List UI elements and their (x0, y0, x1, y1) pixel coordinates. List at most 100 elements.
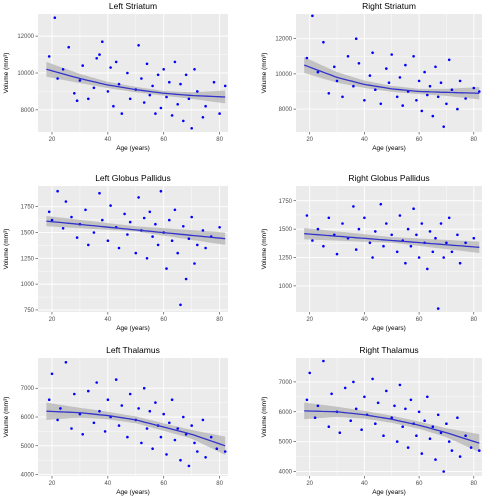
data-point (379, 202, 383, 206)
y-tick-label: 8000 (279, 107, 293, 113)
data-point (56, 77, 59, 80)
data-point (458, 261, 462, 265)
panel-title: Right Striatum (362, 1, 416, 11)
data-point (106, 398, 110, 402)
data-point (47, 55, 51, 58)
fit-line (46, 410, 226, 447)
data-point (218, 112, 221, 115)
x-axis-label: Age (years) (372, 325, 406, 332)
y-tick-label: 1500 (279, 227, 293, 233)
panel-3: 20 40 60 80 750 1000 1250 1500 1750 Left Globus P… (3, 173, 228, 332)
data-point (439, 222, 443, 225)
x-tick-label: 80 (470, 481, 477, 487)
x-tick-label: 80 (216, 317, 223, 323)
x-tick-label: 20 (49, 317, 56, 323)
y-tick-label: 1750 (279, 199, 293, 205)
data-point (218, 226, 221, 229)
data-point (168, 80, 171, 84)
data-point (316, 227, 320, 231)
data-point (390, 416, 394, 420)
data-point (148, 210, 152, 214)
data-point (450, 449, 454, 452)
data-point (75, 236, 79, 239)
data-point (445, 241, 448, 245)
data-point (59, 407, 62, 410)
data-point (187, 464, 191, 468)
data-point (179, 82, 182, 86)
data-point (330, 392, 333, 396)
y-tick-label: 1000 (21, 282, 35, 288)
data-point (404, 261, 407, 265)
data-point (409, 398, 413, 402)
y-tick-label: 1250 (279, 256, 293, 262)
data-point (204, 246, 207, 250)
x-tick-label: 20 (49, 481, 56, 487)
data-point (128, 97, 132, 101)
data-point (56, 189, 59, 193)
data-point (374, 422, 377, 426)
data-point (374, 88, 377, 91)
data-point (170, 398, 174, 402)
data-point (385, 222, 388, 225)
data-point (120, 112, 124, 115)
data-point (156, 243, 160, 247)
data-point (417, 79, 421, 83)
data-point (412, 55, 415, 58)
data-point (73, 92, 76, 95)
y-tick-label: 7000 (279, 380, 293, 386)
data-point (478, 449, 481, 452)
data-point (387, 81, 391, 84)
data-point (379, 102, 383, 106)
data-point (333, 65, 336, 69)
data-point (376, 401, 380, 405)
data-point (431, 250, 435, 254)
data-point (338, 431, 342, 435)
data-point (47, 210, 51, 214)
data-point (142, 101, 146, 104)
data-point (120, 404, 124, 407)
x-tick-label: 80 (216, 481, 223, 487)
x-tick-label: 40 (105, 317, 112, 323)
y-axis-label: Volume (mm³) (3, 229, 10, 270)
data-point (426, 93, 429, 97)
data-point (415, 434, 418, 438)
data-point (190, 127, 193, 130)
data-point (447, 216, 451, 220)
x-axis-label: Age (years) (116, 145, 150, 152)
data-point (382, 434, 385, 438)
data-point (363, 216, 366, 220)
y-tick-label: 8000 (21, 108, 35, 114)
data-point (464, 97, 467, 100)
y-tick-label: 12000 (275, 37, 292, 43)
data-point (401, 104, 405, 107)
data-point (445, 422, 448, 426)
panel-2: 20 40 60 80 8000 10000 12000 Right Striatum Age … (261, 1, 482, 152)
data-point (173, 208, 177, 212)
data-point (165, 267, 168, 270)
data-point (187, 237, 191, 240)
data-point (349, 419, 353, 423)
data-point (151, 447, 154, 451)
data-point (67, 45, 70, 49)
data-point (170, 239, 174, 242)
data-point (412, 207, 415, 210)
data-point (87, 97, 90, 101)
panel-5: 20 40 60 80 4000 5000 6000 7000 Left Thalamus Age… (3, 345, 228, 496)
data-point (92, 421, 96, 425)
y-tick-label: 5000 (279, 440, 293, 446)
data-point (458, 455, 462, 458)
data-point (184, 277, 188, 281)
data-point (363, 99, 366, 102)
data-point (151, 235, 154, 238)
data-point (341, 95, 344, 99)
data-point (98, 53, 101, 56)
data-point (436, 307, 440, 310)
data-point (404, 63, 407, 67)
data-point (363, 395, 366, 399)
data-point (81, 433, 84, 436)
y-tick-label: 6000 (21, 415, 35, 421)
data-point (439, 81, 443, 84)
data-point (447, 58, 451, 62)
data-point (360, 428, 363, 432)
